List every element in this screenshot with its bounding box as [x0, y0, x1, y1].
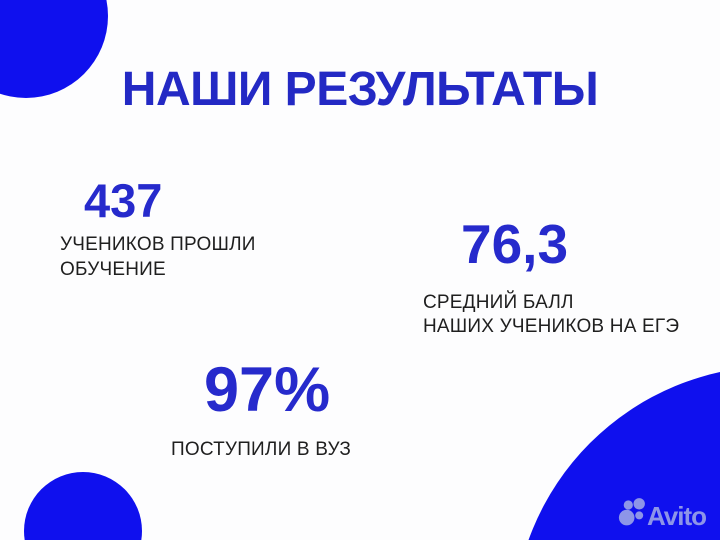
stat-label-line: НАШИХ УЧЕНИКОВ НА ЕГЭ: [423, 316, 680, 337]
page-title: НАШИ РЕЗУЛЬТАТЫ: [121, 63, 599, 116]
avito-watermark-logo: Avito: [618, 498, 707, 531]
stat-value-average-score: 76,3: [461, 213, 569, 275]
decorative-circle-bottom-left: [24, 472, 142, 540]
avito-bubbles-icon: [618, 498, 645, 526]
stat-label-line: УЧЕНИКОВ ПРОШЛИ: [60, 234, 256, 255]
avito-wordmark: Avito: [647, 501, 706, 531]
stat-label-line: ОБУЧЕНИЕ: [60, 259, 166, 280]
stat-label-students-trained: УЧЕНИКОВ ПРОШЛИ ОБУЧЕНИЕ: [60, 232, 256, 282]
stat-label-line: ПОСТУПИЛИ В ВУЗ: [171, 439, 352, 460]
stat-label-average-score: СРЕДНИЙ БАЛЛ НАШИХ УЧЕНИКОВ НА ЕГЭ: [423, 291, 679, 339]
stat-label-line: СРЕДНИЙ БАЛЛ: [423, 292, 574, 313]
stat-label-university-admission: ПОСТУПИЛИ В ВУЗ: [171, 437, 351, 462]
stat-value-university-admission: 97%: [204, 355, 331, 425]
stat-value-students-trained: 437: [84, 174, 163, 227]
